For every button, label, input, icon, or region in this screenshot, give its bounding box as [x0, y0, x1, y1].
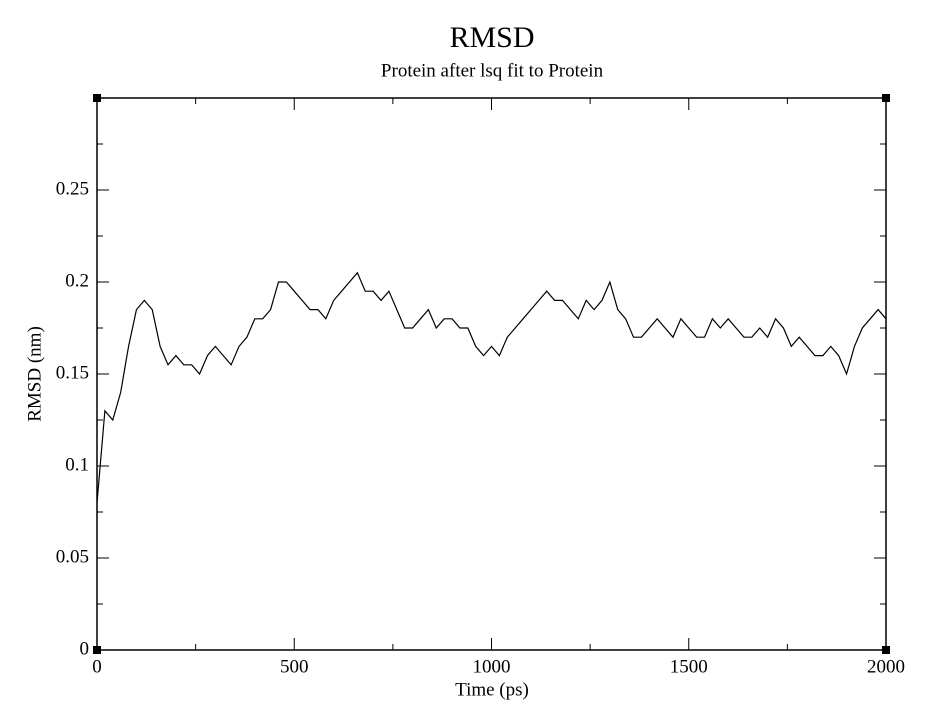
y-tick-label: 0 — [80, 638, 90, 659]
y-tick-label: 0.05 — [56, 546, 89, 567]
chart-title: RMSD — [449, 21, 534, 54]
x-tick-label: 0 — [92, 656, 102, 677]
x-tick-label: 1500 — [670, 656, 708, 677]
x-tick-label: 2000 — [867, 656, 905, 677]
x-tick-label: 1000 — [473, 656, 511, 677]
x-axis-label: Time (ps) — [455, 679, 529, 700]
data-line — [96, 271, 887, 503]
y-tick-label: 0.1 — [65, 454, 89, 475]
y-axis-label: RMSD (nm) — [24, 326, 45, 422]
y-tick-label: 0.2 — [65, 270, 89, 291]
x-tick-label: 500 — [280, 656, 309, 677]
y-tick-label: 0.25 — [56, 178, 89, 199]
plot-frame — [96, 97, 887, 651]
chart-subtitle: Protein after lsq fit to Protein — [381, 60, 604, 81]
y-tick-label: 0.15 — [56, 362, 89, 383]
